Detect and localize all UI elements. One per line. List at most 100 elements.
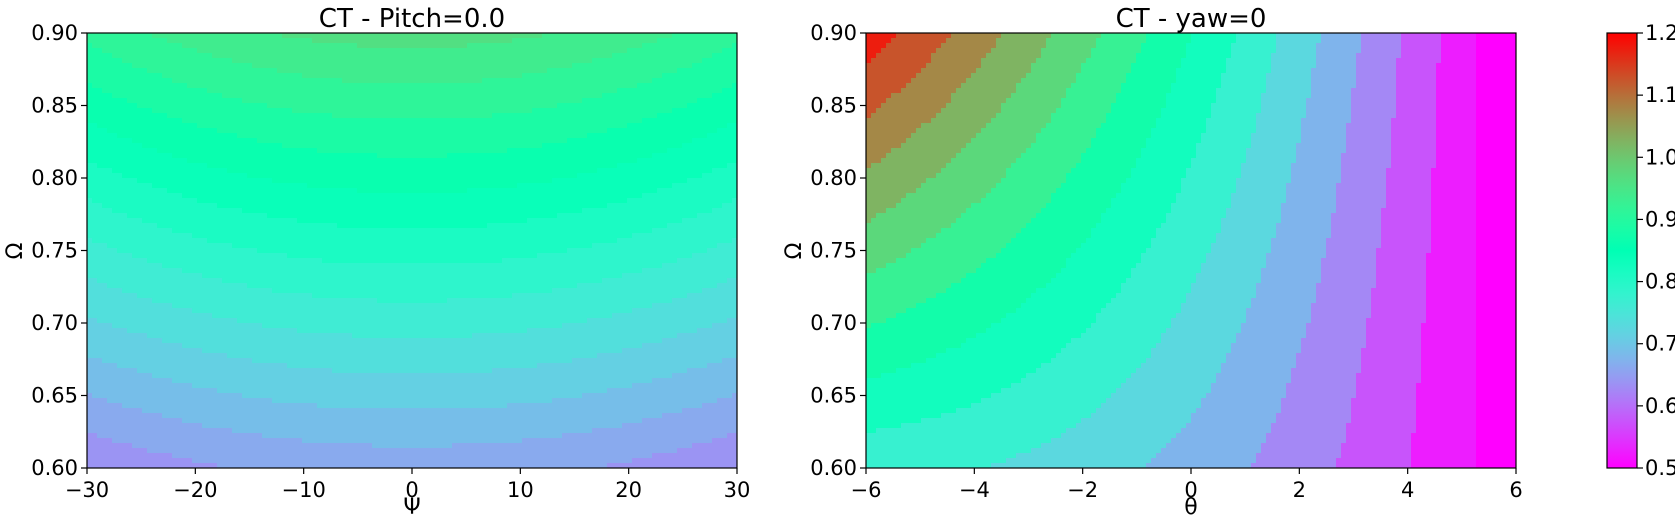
contour-cell [287,383,293,389]
contour-cell [242,268,248,274]
contour-cell [207,193,213,199]
contour-cell [107,343,113,349]
contour-cell [92,268,98,274]
contour-cell [187,358,193,364]
contour-cell [267,183,273,189]
contour-cell [252,378,258,384]
contour-cell [122,213,128,219]
contour-cell [152,123,158,129]
contour-cell [162,333,168,339]
contour-cell [182,423,188,429]
contour-cell [147,348,153,354]
contour-cell [152,343,158,349]
contour-cell [92,178,98,184]
contour-cell [247,193,253,199]
contour-cell [327,308,333,314]
contour-cell [322,153,328,159]
contour-cell [147,168,153,174]
contour-cell [102,118,108,124]
contour-cell [162,318,168,324]
contour-cell [172,323,178,329]
contour-cell [92,373,98,379]
contour-cell [157,398,163,404]
contour-cell [107,283,113,289]
contour-cell [267,198,273,204]
contour-cell [272,168,278,174]
contour-cell [372,63,378,69]
contour-cell [322,313,328,319]
contour-cell [272,193,278,199]
contour-cell [362,213,368,219]
contour-cell [172,138,178,144]
contour-cell [222,53,228,59]
contour-cell [287,228,293,234]
contour-cell [317,73,323,79]
contour-cell [257,448,263,454]
contour-cell [92,403,98,409]
contour-cell [197,403,203,409]
contour-cell [337,68,343,74]
contour-cell [112,463,118,468]
contour-cell [242,138,248,144]
contour-cell [167,128,173,134]
contour-cell [237,308,243,314]
contour-cell [337,168,343,174]
contour-cell [267,153,273,159]
contour-cell [97,73,103,79]
contour-cell [212,238,218,244]
contour-cell [122,378,128,384]
contour-cell [252,163,258,169]
contour-cell [122,53,128,59]
contour-cell [172,358,178,364]
contour-cell [87,208,93,214]
contour-cell [257,88,263,94]
contour-cell [162,328,168,334]
contour-cell [162,58,168,64]
contour-cell [337,248,343,254]
contour-cell [182,308,188,314]
contour-cell [307,368,313,374]
contour-cell [367,423,373,429]
contour-cell [367,108,373,114]
contour-cell [87,428,93,434]
contour-cell [197,458,203,464]
contour-cell [152,373,158,379]
contour-cell [282,113,288,119]
contour-cell [92,448,98,454]
contour-cell [197,103,203,109]
contour-cell [102,103,108,109]
contour-cell [302,193,308,199]
contour-cell [352,308,358,314]
contour-cell [227,238,233,244]
contour-cell [207,43,213,49]
contour-cell [162,258,168,264]
contour-cell [122,178,128,184]
contour-cell [132,113,138,119]
contour-cell [102,463,108,468]
contour-cell [332,313,338,319]
contour-cell [182,398,188,404]
contour-cell [347,38,353,44]
contour-cell [222,353,228,359]
contour-cell [322,328,328,334]
contour-cell [282,198,288,204]
contour-cell [172,178,178,184]
contour-cell [312,93,318,99]
contour-cell [327,103,333,109]
contour-cell [307,123,313,129]
contour-cell [122,263,128,269]
contour-cell [317,98,323,104]
contour-cell [362,253,368,259]
contour-cell [192,308,198,314]
contour-cell [167,188,173,194]
contour-cell [212,463,218,468]
contour-cell [152,98,158,104]
contour-cell [352,173,358,179]
contour-cell [297,63,303,69]
contour-cell [287,78,293,84]
contour-cell [152,178,158,184]
contour-cell [357,148,363,154]
contour-cell [347,313,353,319]
contour-cell [337,318,343,324]
contour-cell [217,188,223,194]
